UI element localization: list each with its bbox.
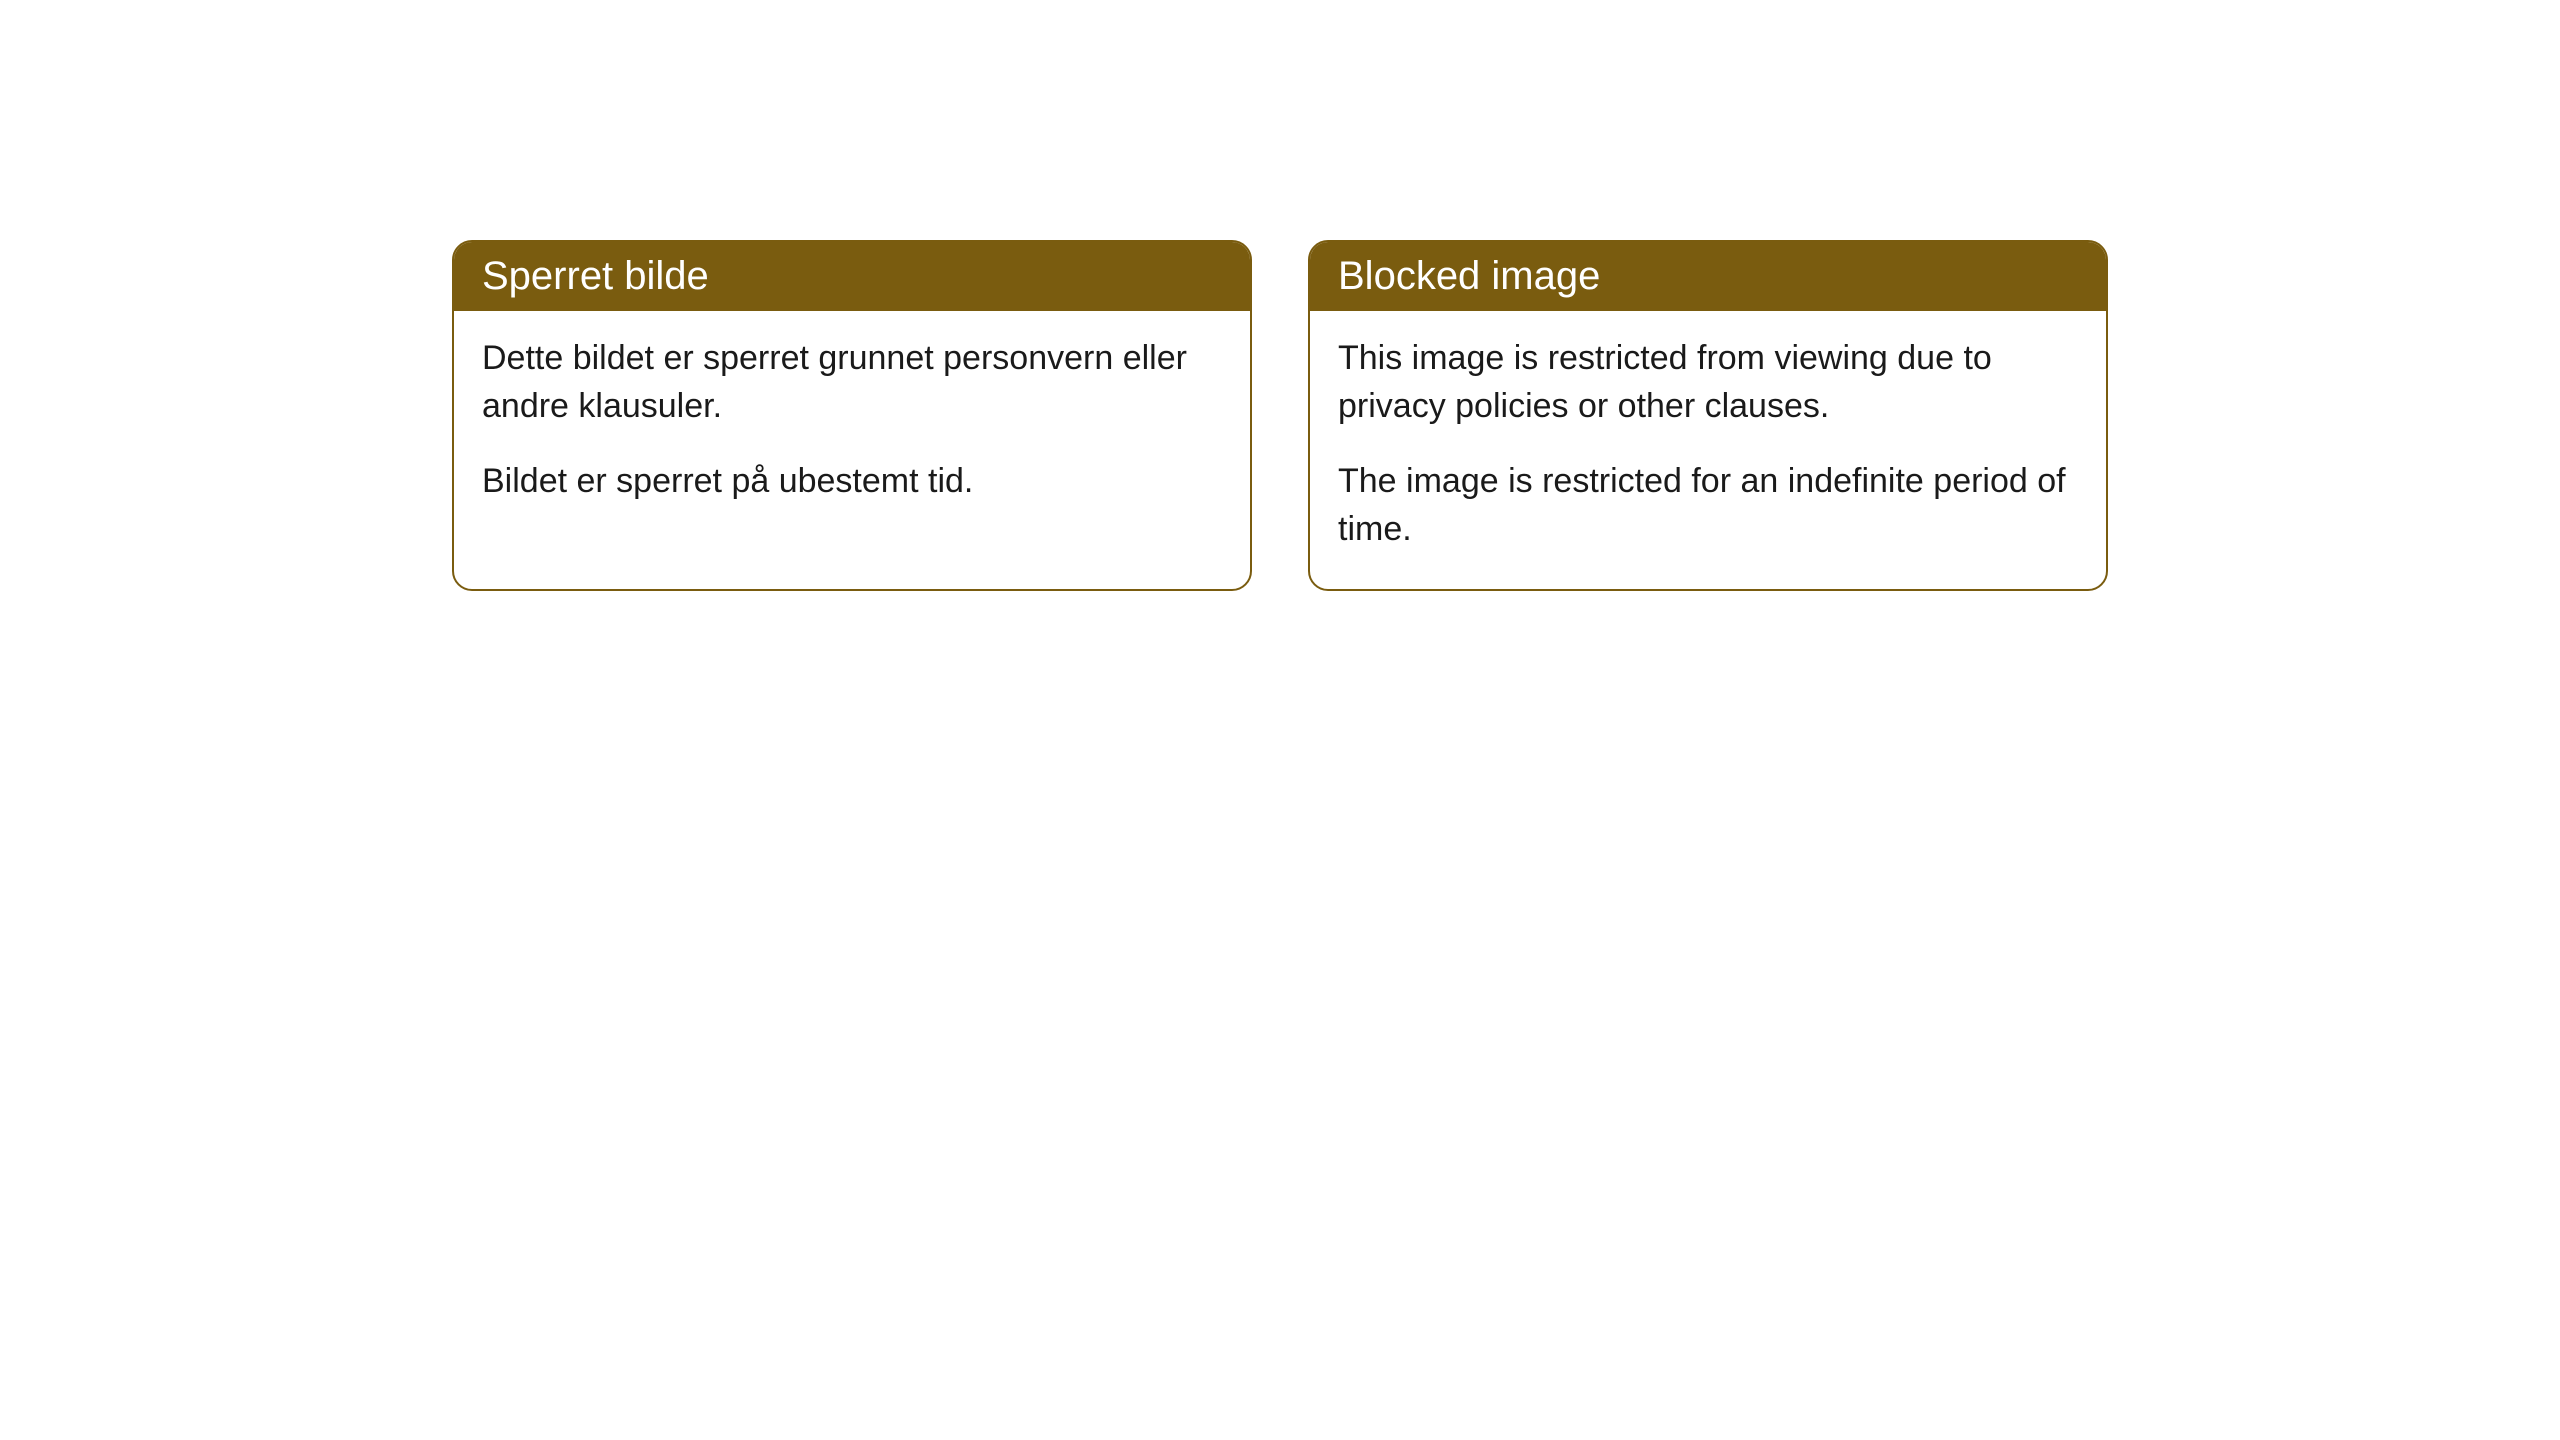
cards-container: Sperret bilde Dette bildet er sperret gr… [452, 240, 2108, 591]
card-title: Sperret bilde [482, 254, 709, 298]
card-paragraph: The image is restricted for an indefinit… [1338, 458, 2078, 553]
card-paragraph: Bildet er sperret på ubestemt tid. [482, 458, 1222, 506]
card-header: Sperret bilde [454, 242, 1250, 311]
card-body: This image is restricted from viewing du… [1310, 311, 2106, 589]
card-body: Dette bildet er sperret grunnet personve… [454, 311, 1250, 542]
card-paragraph: This image is restricted from viewing du… [1338, 335, 2078, 430]
blocked-image-card-norwegian: Sperret bilde Dette bildet er sperret gr… [452, 240, 1252, 591]
card-header: Blocked image [1310, 242, 2106, 311]
card-title: Blocked image [1338, 254, 1600, 298]
card-paragraph: Dette bildet er sperret grunnet personve… [482, 335, 1222, 430]
blocked-image-card-english: Blocked image This image is restricted f… [1308, 240, 2108, 591]
